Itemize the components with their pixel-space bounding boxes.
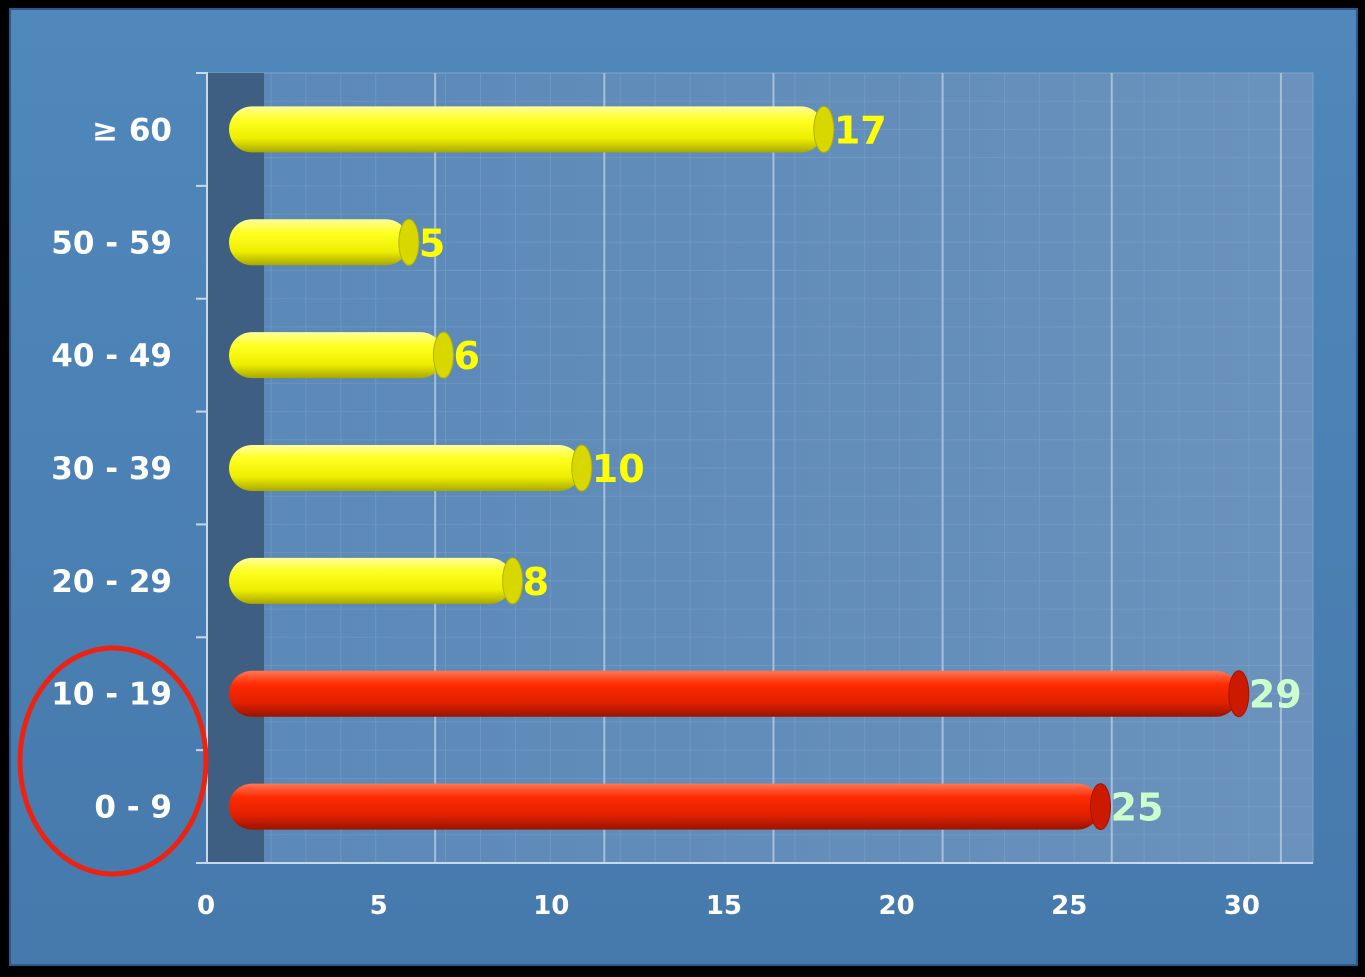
bar: [229, 444, 593, 492]
x-tick-label: 5: [370, 891, 388, 921]
bar: [229, 331, 454, 379]
bars: [229, 105, 1250, 831]
x-tick-label: 0: [197, 891, 215, 921]
value-label: 6: [453, 334, 479, 378]
bar: [229, 783, 1111, 831]
value-label: 29: [1249, 673, 1302, 717]
x-tick-label: 25: [1051, 891, 1087, 921]
highlight-circle: [17, 645, 209, 877]
gridlines: [264, 73, 1313, 863]
value-label: 25: [1111, 786, 1164, 830]
category-label: 10 - 19: [51, 677, 172, 713]
x-tick-label: 20: [879, 891, 915, 921]
bar-body: [229, 783, 1101, 830]
bar-body: [229, 445, 582, 491]
category-label: 0 - 9: [94, 790, 172, 826]
x-tick-label: 30: [1224, 891, 1260, 921]
axes: [196, 72, 1313, 864]
labels: 0 5 10 15 20 25 30 25 0 - 9 29 10 - 19 8 20 - 29 10 30…: [51, 108, 1301, 921]
value-label: 8: [523, 560, 549, 604]
category-label: 20 - 29: [51, 564, 172, 600]
bar-body: [229, 106, 824, 153]
bar-end-cap: [1228, 670, 1250, 718]
bar: [229, 218, 420, 266]
x-tick-label: 15: [706, 891, 742, 921]
bar-end-cap: [1090, 783, 1111, 831]
x-tick-label: 10: [533, 891, 569, 921]
bar: [229, 557, 524, 605]
value-label: 10: [592, 447, 645, 491]
category-label: 40 - 49: [51, 338, 172, 374]
category-label: 50 - 59: [51, 225, 172, 261]
value-label: 17: [834, 108, 887, 152]
bar-end-cap: [398, 218, 420, 266]
bar-end-cap: [502, 557, 524, 605]
bar-end-cap: [432, 331, 454, 379]
bar-body: [229, 219, 409, 266]
value-label: 5: [419, 221, 445, 265]
bar: [229, 670, 1250, 718]
bar: [229, 105, 835, 153]
bar-end-cap: [813, 105, 835, 153]
category-label: 30 - 39: [51, 451, 172, 487]
bar-body: [229, 670, 1239, 717]
category-label: ≥ 60: [92, 112, 172, 148]
bar-body: [229, 332, 444, 379]
bar-end-cap: [571, 444, 593, 492]
bar-body: [229, 557, 513, 604]
